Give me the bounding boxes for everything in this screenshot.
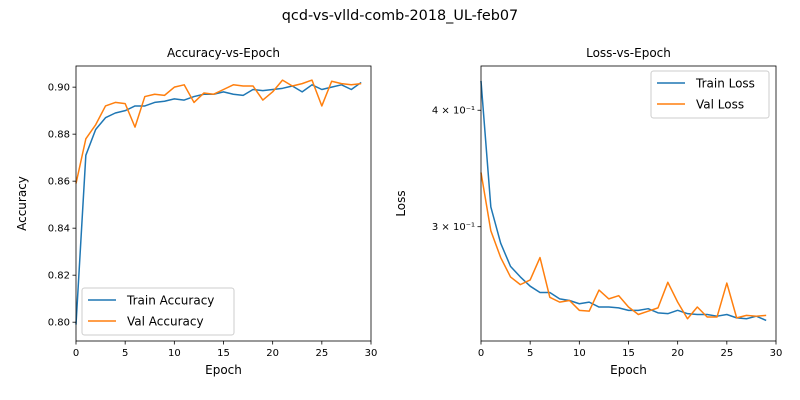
y-tick-label: 0.88	[48, 130, 70, 141]
series-line-train-loss	[480, 80, 767, 322]
x-tick-label: 20	[266, 348, 279, 359]
y-tick-label: 0.82	[48, 271, 70, 282]
x-tick-label: 10	[168, 348, 181, 359]
legend-label: Val Accuracy	[127, 315, 204, 329]
y-tick-label: 0.86	[48, 177, 70, 188]
accuracy-panel: 0 5 10 15 20 25 30 0.80 0.82 0.84 0.86 0.88 0.90 Accu…	[15, 46, 377, 377]
y-axis-label: Loss	[394, 190, 408, 216]
x-tick-label: 5	[527, 348, 533, 359]
figure-title: qcd-vs-vlld-comb-2018_UL-feb07	[282, 8, 518, 24]
x-tick-label: 0	[73, 348, 79, 359]
series-line-val-accuracy	[75, 79, 362, 184]
x-tick-label: 30	[770, 348, 783, 359]
x-tick-label: 20	[671, 348, 684, 359]
x-tick-label: 25	[720, 348, 733, 359]
y-tick-label: 4 × 10⁻¹	[432, 106, 475, 117]
y-axis-label: Accuracy	[15, 176, 29, 231]
legend-label: Train Loss	[695, 77, 755, 91]
x-tick-label: 15	[622, 348, 635, 359]
x-tick-label: 15	[217, 348, 230, 359]
x-tick-label: 10	[573, 348, 586, 359]
y-tick-label: 0.90	[48, 83, 70, 94]
x-axis-label: Epoch	[610, 363, 647, 377]
legend-box	[81, 287, 235, 336]
loss-panel: 0 5 10 15 20 25 30 3 × 10⁻¹ 4 × 10⁻¹ Loss-vs-Epoc…	[394, 46, 782, 377]
x-tick-label: 5	[122, 348, 128, 359]
y-tick-label: 3 × 10⁻¹	[432, 222, 475, 233]
x-tick-label: 30	[365, 348, 378, 359]
y-tick-label: 0.80	[48, 318, 70, 329]
series-line-val-loss	[480, 172, 767, 320]
legend-label: Train Accuracy	[126, 294, 214, 308]
x-axis-label: Epoch	[205, 363, 242, 377]
x-tick-label: 0	[478, 348, 484, 359]
axes-title: Loss-vs-Epoch	[586, 46, 671, 60]
axes-title: Accuracy-vs-Epoch	[167, 46, 280, 60]
y-tick-label: 0.84	[48, 224, 70, 235]
legend-label: Val Loss	[696, 98, 744, 112]
x-tick-label: 25	[315, 348, 328, 359]
